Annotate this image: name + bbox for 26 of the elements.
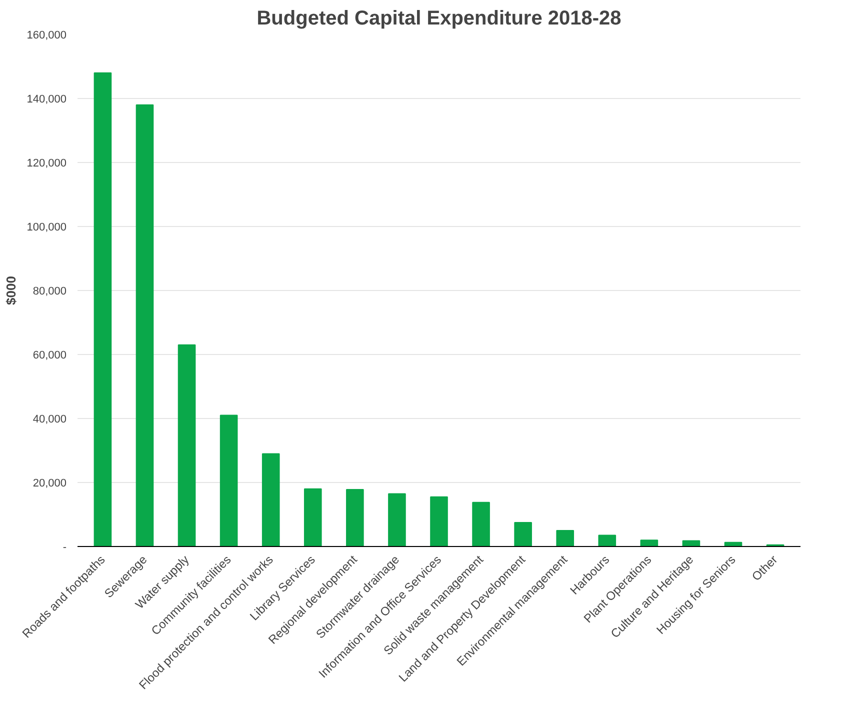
bar xyxy=(304,488,322,546)
bar xyxy=(346,489,364,546)
bar xyxy=(94,72,112,546)
y-tick-label: 40,000 xyxy=(32,414,67,426)
bar xyxy=(472,502,490,546)
bar xyxy=(262,453,280,546)
chart-title: Budgeted Capital Expenditure 2018-28 xyxy=(256,8,622,30)
y-axis-title: $000 xyxy=(4,276,19,305)
y-tick-label: 60,000 xyxy=(32,350,67,362)
y-tick-label: 160,000 xyxy=(26,30,67,42)
y-tick-label: 20,000 xyxy=(32,478,67,490)
bar xyxy=(514,522,532,546)
bar xyxy=(178,344,196,546)
y-tick-label: 100,000 xyxy=(26,222,67,234)
bar xyxy=(556,530,574,546)
y-tick-label: 120,000 xyxy=(26,158,67,170)
bar xyxy=(430,496,448,546)
y-tick-label: - xyxy=(62,542,67,554)
bar xyxy=(682,540,700,546)
bar xyxy=(598,534,616,546)
bar xyxy=(640,540,658,546)
bar xyxy=(388,493,406,546)
bar xyxy=(136,104,154,546)
y-tick-label: 140,000 xyxy=(26,94,67,106)
y-tick-label: 80,000 xyxy=(32,286,67,298)
bar xyxy=(220,414,238,546)
